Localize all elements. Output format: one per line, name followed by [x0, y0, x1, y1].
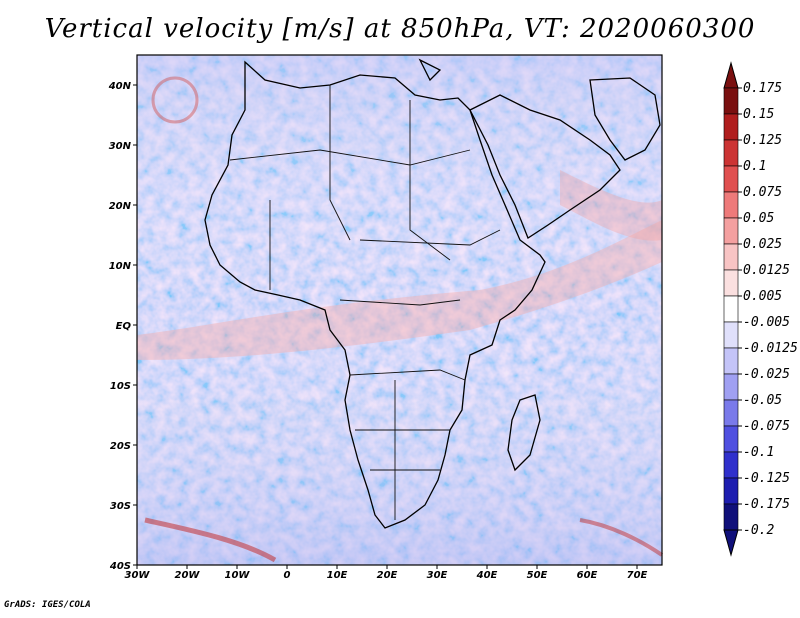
- colorbar-label: 0.175: [743, 81, 782, 96]
- country-borders: [229, 85, 501, 520]
- colorbar-swatch: [723, 139, 739, 167]
- colorbar-label: -0.175: [743, 497, 790, 512]
- colorbar-swatch: [723, 399, 739, 427]
- credit-label: GrADS: IGES/COLA: [4, 600, 91, 610]
- lat-label: 20S: [110, 441, 131, 452]
- lat-label: EQ: [116, 321, 132, 332]
- lon-label: 30E: [427, 570, 448, 581]
- colorbar-swatch: [723, 165, 739, 193]
- colorbar-label: 0.075: [743, 185, 782, 200]
- lat-label: 10N: [109, 261, 132, 272]
- lon-label: 50E: [527, 570, 548, 581]
- colorbar-label: -0.0125: [743, 341, 798, 356]
- colorbar-swatch: [723, 373, 739, 401]
- lat-label: 40N: [108, 81, 132, 92]
- lat-label: 10S: [110, 381, 131, 392]
- map-title: Vertical velocity [m/s] at 850hPa, VT: 2…: [44, 14, 756, 44]
- lon-label: 70E: [627, 570, 648, 581]
- velocity-field: [137, 55, 664, 565]
- colorbar-label: 0.0125: [743, 263, 790, 278]
- colorbar-swatch: [723, 451, 739, 479]
- colorbar-label: 0.1: [743, 159, 766, 174]
- latitude-axis: 40N 30N 20N 10N EQ 10S 20S 30S 40S: [108, 81, 137, 572]
- colorbar-label: -0.025: [743, 367, 790, 382]
- lon-label: 40E: [476, 570, 498, 581]
- lon-label: 20E: [377, 570, 398, 581]
- longitude-axis: 30W 20W 10W 0 10E 20E 30E 40E 50E 60E 70E: [125, 565, 648, 581]
- colorbar-label: 0.15: [743, 107, 774, 122]
- colorbar-label: -0.2: [743, 523, 774, 538]
- colorbar-swatch: [723, 347, 739, 375]
- colorbar-swatch: [723, 425, 739, 453]
- lat-label: 30S: [110, 501, 131, 512]
- colorbar-label: -0.1: [743, 445, 774, 460]
- colorbar-swatch: [723, 269, 739, 297]
- lat-label: 30N: [109, 141, 132, 152]
- coastlines: [204, 58, 661, 529]
- lon-label: 0: [284, 570, 291, 581]
- lon-label: 10E: [327, 570, 348, 581]
- colorbar-swatch: [723, 477, 739, 505]
- colorbar-bottom-arrow: [723, 529, 739, 557]
- lon-label: 30W: [125, 570, 151, 581]
- colorbar-swatch: [723, 243, 739, 271]
- colorbar-swatch: [723, 295, 739, 323]
- colorbar-label: 0.005: [743, 289, 782, 304]
- colorbar: 0.175 0.15 0.125 0.1 0.075 0.05 0.025 0.0125 0.0…: [723, 61, 798, 557]
- colorbar-swatch: [723, 87, 739, 115]
- colorbar-label: 0.125: [743, 133, 782, 148]
- colorbar-label: -0.075: [743, 419, 790, 434]
- lon-label: 10W: [225, 570, 251, 581]
- colorbar-top-arrow: [723, 61, 739, 89]
- colorbar-swatch: [723, 321, 739, 349]
- plot-frame: [136, 54, 663, 566]
- colorbar-swatch: [723, 503, 739, 531]
- colorbar-label: -0.005: [743, 315, 790, 330]
- lat-label: 20N: [109, 201, 132, 212]
- colorbar-label: -0.125: [743, 471, 790, 486]
- colorbar-swatch: [723, 113, 739, 141]
- colorbar-swatch: [723, 191, 739, 219]
- colorbar-label: -0.05: [743, 393, 782, 408]
- colorbar-label: 0.025: [743, 237, 782, 252]
- lat-label: 40S: [109, 561, 131, 572]
- lon-label: 20W: [175, 570, 201, 581]
- colorbar-swatch: [723, 217, 739, 245]
- colorbar-label: 0.05: [743, 211, 774, 226]
- lon-label: 60E: [577, 570, 598, 581]
